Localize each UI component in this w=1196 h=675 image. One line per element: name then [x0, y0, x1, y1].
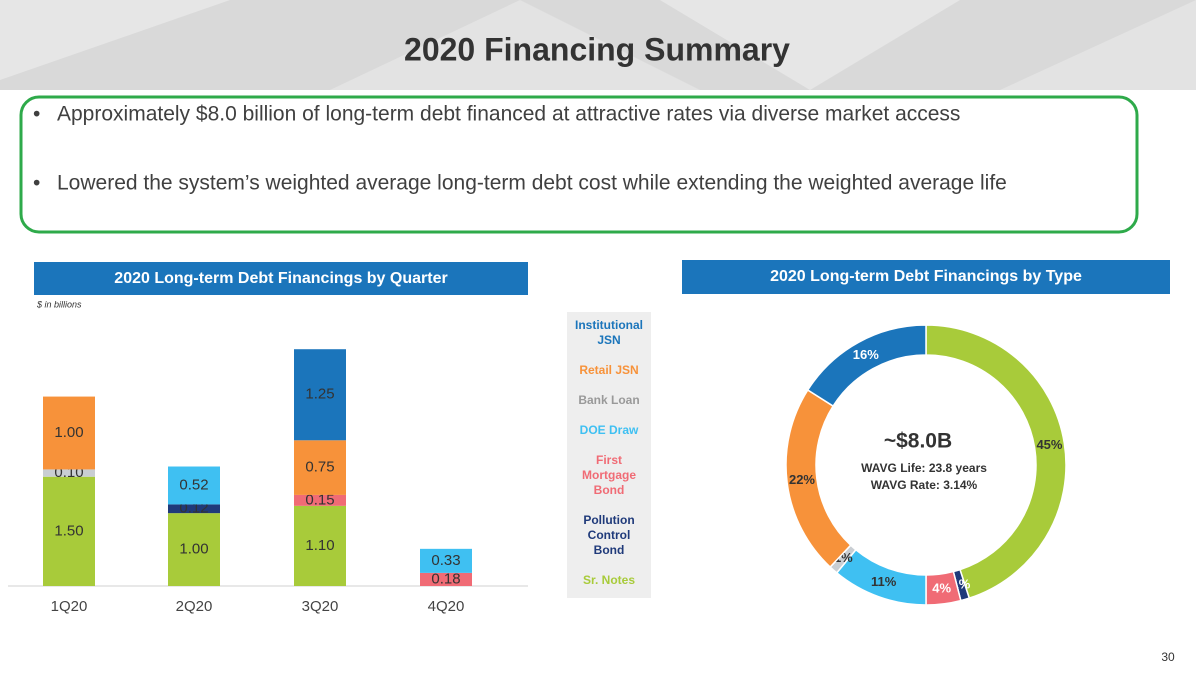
- legend-label: Pollution Control Bond: [583, 513, 634, 557]
- value-label: 0.75: [305, 459, 334, 476]
- chart-subtitle: $ in billions: [36, 299, 82, 309]
- chart-title: 2020 Long-term Debt Financings by Type: [770, 268, 1082, 285]
- highlight-box: [19, 95, 1139, 234]
- value-label: 16%: [853, 347, 879, 362]
- x-tick-label: 2Q20: [176, 598, 213, 615]
- legend-label: Institutional JSN: [575, 318, 643, 347]
- legend-box: [567, 312, 651, 598]
- bar-segment: [168, 466, 220, 505]
- bar-segment: [294, 505, 346, 586]
- chart-header: [34, 262, 528, 295]
- bar-segment: [294, 440, 346, 495]
- legend-label: DOE Draw: [580, 423, 639, 437]
- value-label: 0.52: [179, 476, 208, 493]
- bar-segment: [420, 548, 472, 573]
- value-label: 1.00: [54, 424, 83, 441]
- legend-label: First Mortgage Bond: [582, 453, 636, 497]
- value-label: 1.25: [305, 386, 334, 403]
- value-label: 1.00: [179, 541, 208, 558]
- bar-segment: [420, 572, 472, 586]
- bullet: Lowered the system’s weighted average lo…: [57, 172, 1007, 195]
- page-number: 30: [1161, 650, 1175, 664]
- center-line: WAVG Rate: 3.14%: [871, 478, 978, 492]
- bar-segment: [43, 476, 95, 586]
- bar-segment: [294, 349, 346, 441]
- bar-segment: [43, 396, 95, 470]
- x-tick-label: 4Q20: [428, 598, 465, 615]
- value-label: 1.10: [305, 537, 334, 554]
- center-title: ~$8.0B: [884, 430, 952, 453]
- header-decor: [330, 0, 700, 90]
- value-label: 22%: [789, 472, 815, 487]
- value-label: 0.18: [431, 570, 460, 587]
- value-label: 4%: [932, 580, 951, 595]
- donut-slice: [806, 324, 927, 408]
- value-label: 0.15: [305, 491, 334, 508]
- donut-slice: [925, 324, 1067, 600]
- bullet-dot: •: [33, 103, 40, 126]
- value-label: 45%: [1036, 437, 1062, 452]
- bullet: Approximately $8.0 billion of long-term …: [57, 103, 960, 126]
- value-label: 11%: [871, 574, 897, 589]
- header-decor: [0, 0, 230, 80]
- header-decor: [1000, 0, 1196, 90]
- value-label: 1.50: [54, 522, 83, 539]
- chart-header: [682, 260, 1170, 294]
- legend-label: Bank Loan: [578, 393, 639, 407]
- bullet-dot: •: [33, 172, 40, 195]
- chart-title: 2020 Long-term Debt Financings by Quarte…: [114, 270, 447, 287]
- bar-segment: [43, 469, 95, 477]
- x-tick-label: 3Q20: [302, 598, 339, 615]
- slide-title: 2020 Financing Summary: [404, 31, 790, 67]
- header-decor: [660, 0, 960, 90]
- bar-segment: [294, 494, 346, 506]
- value-label: 0.33: [431, 552, 460, 569]
- legend-label: Retail JSN: [579, 363, 638, 377]
- center-line: WAVG Life: 23.8 years: [861, 461, 987, 475]
- legend-label: Sr. Notes: [583, 573, 635, 587]
- x-tick-label: 1Q20: [51, 598, 88, 615]
- bar-segment: [168, 513, 220, 586]
- bar-segment: [168, 504, 220, 514]
